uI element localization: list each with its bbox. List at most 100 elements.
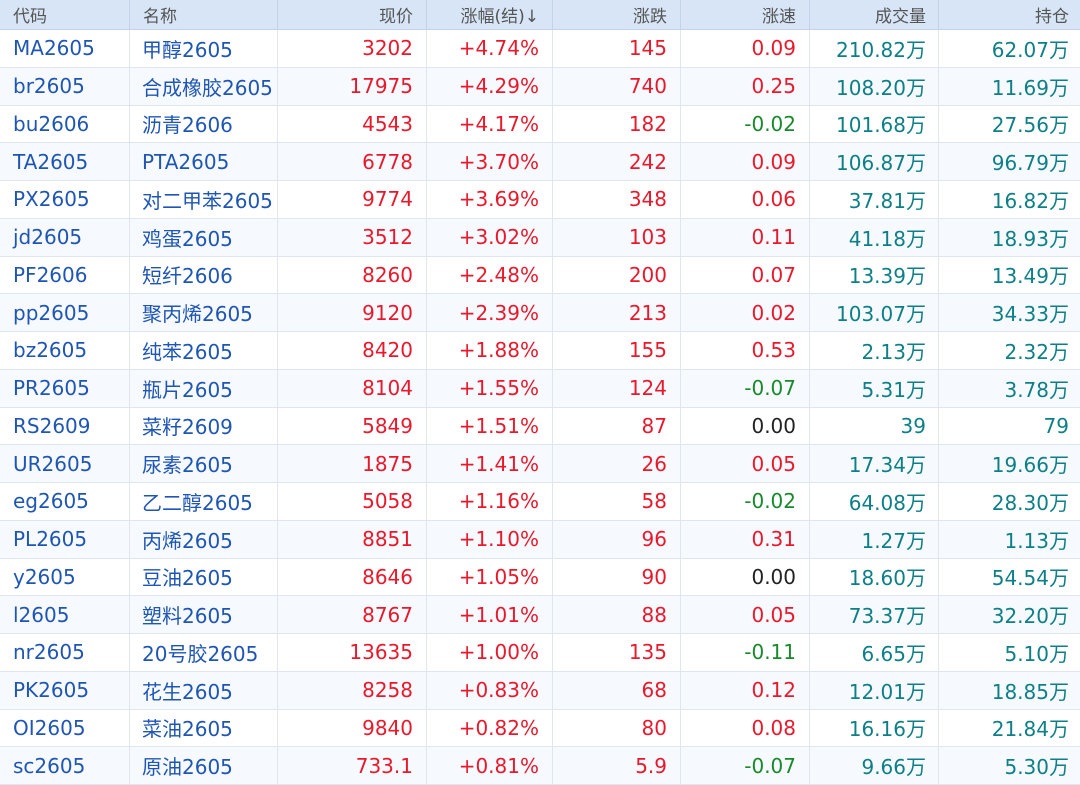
- cell-open-interest: 2.32万: [1004, 339, 1069, 364]
- table-row[interactable]: y2605 豆油2605 8646 +1.05% 90 0.00 18.60万 54.54万: [0, 558, 1080, 597]
- table-body: MA2605 甲醇2605 3202 +4.74% 145 0.09 210.82万 62.0…: [0, 30, 1080, 785]
- table-row[interactable]: br2605 合成橡胶2605 17975 +4.29% 740 0.25 108.20万 1…: [0, 67, 1080, 106]
- cell-open-interest: 54.54万: [991, 566, 1069, 591]
- table-row[interactable]: PX2605 对二甲苯2605 9774 +3.69% 348 0.06 37.81万 16.…: [0, 181, 1080, 219]
- cell-name: 短纤2606: [130, 256, 278, 294]
- cell-code: bu2606: [0, 105, 130, 143]
- cell-volume: 18.60万: [810, 558, 939, 596]
- cell-speed: 0.09: [681, 143, 810, 180]
- column-header-name[interactable]: 名称: [130, 0, 278, 29]
- table-row[interactable]: PK2605 花生2605 8258 +0.83% 68 0.12 12.01万 18.85万: [0, 671, 1080, 710]
- cell-change-percent: +1.00%: [427, 634, 553, 671]
- table-row[interactable]: sc2605 原油2605 733.1 +0.81% 5.9 -0.07 9.66万 5.30…: [0, 747, 1080, 785]
- table-row[interactable]: eg2605 乙二醇2605 5058 +1.16% 58 -0.02 64.08万 28.3…: [0, 483, 1080, 521]
- cell-code: pp2605: [0, 294, 130, 331]
- cell-speed: -0.02: [681, 105, 810, 143]
- cell-price: 3512: [278, 218, 427, 256]
- cell-change-percent: +3.69%: [427, 181, 553, 218]
- cell-volume: 12.01万: [810, 671, 939, 709]
- cell-volume: 1.27万: [810, 520, 939, 558]
- cell-speed: 0.08: [681, 709, 810, 747]
- cell-name: 丙烯2605: [130, 520, 278, 558]
- cell-price: 8646: [278, 558, 427, 596]
- cell-name: 合成橡胶2605: [130, 67, 278, 105]
- column-header-volume[interactable]: 成交量: [810, 0, 939, 29]
- table-row[interactable]: UR2605 尿素2605 1875 +1.41% 26 0.05 17.34万 19.66万: [0, 445, 1080, 483]
- cell-change-percent: +1.10%: [427, 520, 553, 558]
- cell-speed: 0.31: [681, 520, 810, 558]
- table-row[interactable]: PF2606 短纤2606 8260 +2.48% 200 0.07 13.39万 13.49…: [0, 256, 1080, 295]
- column-header-speed[interactable]: 涨速: [681, 0, 810, 29]
- table-row[interactable]: pp2605 聚丙烯2605 9120 +2.39% 213 0.02 103.07万 34.…: [0, 294, 1080, 332]
- cell-change-percent: +3.70%: [427, 143, 553, 180]
- column-header-price[interactable]: 现价: [278, 0, 427, 29]
- column-header-open-interest[interactable]: 持仓: [1035, 7, 1069, 27]
- table-row[interactable]: PL2605 丙烯2605 8851 +1.10% 96 0.31 1.27万 1.13万: [0, 520, 1080, 559]
- cell-change-percent: +1.16%: [427, 483, 553, 520]
- cell-speed: 0.02: [681, 294, 810, 331]
- cell-price: 5058: [278, 483, 427, 520]
- cell-change-percent: +1.41%: [427, 445, 553, 482]
- column-header-change-percent[interactable]: 涨幅(结)↓: [427, 0, 553, 29]
- cell-volume: 17.34万: [810, 445, 939, 482]
- cell-open-interest: 13.49万: [991, 264, 1069, 289]
- cell-speed: 0.09: [681, 30, 810, 67]
- cell-change: 135: [553, 634, 681, 671]
- cell-change: 740: [553, 67, 681, 105]
- table-row[interactable]: RS2609 菜籽2609 5849 +1.51% 87 0.00 39 79: [0, 407, 1080, 446]
- cell-change: 200: [553, 256, 681, 294]
- cell-price: 8260: [278, 256, 427, 294]
- cell-name: 鸡蛋2605: [130, 218, 278, 256]
- cell-change-percent: +0.83%: [427, 671, 553, 709]
- cell-price: 6778: [278, 143, 427, 180]
- table-row[interactable]: MA2605 甲醇2605 3202 +4.74% 145 0.09 210.82万 62.0…: [0, 30, 1080, 68]
- cell-speed: 0.12: [681, 671, 810, 709]
- cell-speed: 0.05: [681, 596, 810, 633]
- cell-open-interest: 5.10万: [1004, 641, 1069, 666]
- cell-code: MA2605: [0, 30, 130, 67]
- table-row[interactable]: bu2606 沥青2606 4543 +4.17% 182 -0.02 101.68万 27.…: [0, 105, 1080, 144]
- cell-speed: 0.00: [681, 407, 810, 445]
- table-row[interactable]: nr2605 20号胶2605 13635 +1.00% 135 -0.11 6.65万 5.…: [0, 634, 1080, 672]
- table-row[interactable]: jd2605 鸡蛋2605 3512 +3.02% 103 0.11 41.18万 18.93…: [0, 218, 1080, 257]
- cell-name: 纯苯2605: [130, 332, 278, 369]
- cell-change: 155: [553, 332, 681, 369]
- cell-volume: 16.16万: [810, 709, 939, 747]
- cell-code: jd2605: [0, 218, 130, 256]
- table-row[interactable]: PR2605 瓶片2605 8104 +1.55% 124 -0.07 5.31万 3.78万: [0, 369, 1080, 408]
- cell-volume: 101.68万: [810, 105, 939, 143]
- cell-open-interest: 34.33万: [991, 302, 1069, 327]
- cell-code: br2605: [0, 67, 130, 105]
- cell-price: 13635: [278, 634, 427, 671]
- cell-price: 9840: [278, 709, 427, 747]
- column-header-code[interactable]: 代码: [0, 0, 130, 29]
- cell-change-percent: +2.39%: [427, 294, 553, 331]
- cell-change-percent: +1.01%: [427, 596, 553, 633]
- cell-code: PK2605: [0, 671, 130, 709]
- table-row[interactable]: bz2605 纯苯2605 8420 +1.88% 155 0.53 2.13万 2.32万: [0, 332, 1080, 370]
- cell-name: 塑料2605: [130, 596, 278, 633]
- cell-code: eg2605: [0, 483, 130, 520]
- cell-name: 尿素2605: [130, 445, 278, 482]
- cell-speed: 0.25: [681, 67, 810, 105]
- cell-code: UR2605: [0, 445, 130, 482]
- table-row[interactable]: TA2605 PTA2605 6778 +3.70% 242 0.09 106.87万 96.…: [0, 143, 1080, 181]
- cell-code: OI2605: [0, 709, 130, 747]
- cell-change-percent: +2.48%: [427, 256, 553, 294]
- table-row[interactable]: l2605 塑料2605 8767 +1.01% 88 0.05 73.37万 32.20万: [0, 596, 1080, 634]
- cell-volume: 73.37万: [810, 596, 939, 633]
- cell-price: 8420: [278, 332, 427, 369]
- cell-volume: 108.20万: [810, 67, 939, 105]
- cell-name: 花生2605: [130, 671, 278, 709]
- cell-open-interest: 5.30万: [1004, 755, 1069, 780]
- cell-open-interest: 18.85万: [991, 679, 1069, 704]
- column-header-change[interactable]: 涨跌: [553, 0, 681, 29]
- cell-change: 242: [553, 143, 681, 180]
- cell-price: 9120: [278, 294, 427, 331]
- cell-speed: 0.05: [681, 445, 810, 482]
- cell-name: 甲醇2605: [130, 30, 278, 67]
- cell-open-interest: 3.78万: [1004, 377, 1069, 402]
- cell-volume: 106.87万: [810, 143, 939, 180]
- cell-name: 原油2605: [130, 747, 278, 784]
- table-row[interactable]: OI2605 菜油2605 9840 +0.82% 80 0.08 16.16万 21.84万: [0, 709, 1080, 748]
